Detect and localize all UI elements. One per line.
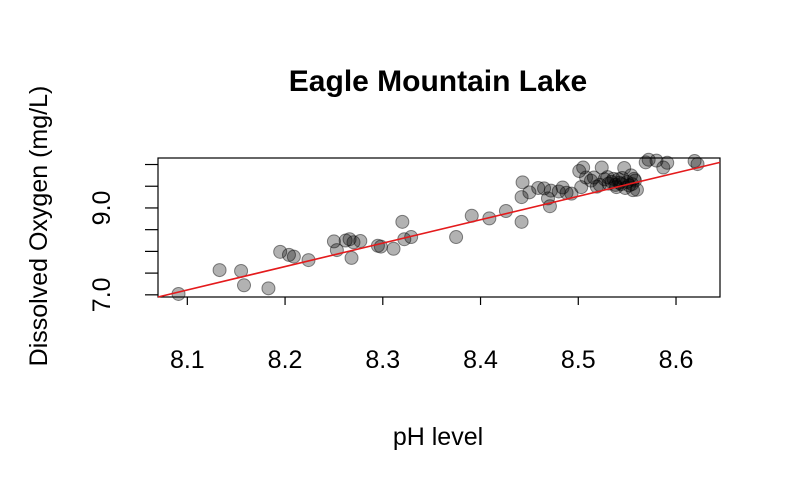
regression-line — [157, 161, 721, 298]
data-point — [660, 155, 675, 170]
data-point — [572, 164, 587, 179]
x-tick-label: 8.3 — [365, 346, 400, 374]
data-point — [583, 173, 598, 188]
data-point — [346, 235, 361, 250]
data-point — [531, 180, 546, 195]
data-point — [326, 234, 341, 249]
data-point — [606, 171, 621, 186]
y-tick-label: 9.0 — [88, 191, 116, 226]
data-point — [273, 244, 288, 259]
data-point — [624, 168, 639, 183]
x-tick-label: 8.4 — [463, 346, 498, 374]
data-point — [611, 172, 626, 187]
data-point — [353, 233, 368, 248]
y-axis: 7.0 9.0 — [88, 163, 158, 312]
data-point — [498, 203, 513, 218]
data-point — [641, 152, 656, 167]
y-tick-label: 7.0 — [88, 277, 116, 312]
data-point — [281, 247, 296, 262]
data-point — [395, 214, 410, 229]
data-point — [589, 179, 604, 194]
y-axis-label: Dissolved Oxygen (mg/L) — [25, 86, 53, 367]
data-point — [386, 241, 401, 256]
data-point — [449, 230, 464, 245]
data-point — [261, 281, 276, 296]
data-point — [615, 170, 630, 185]
data-point — [649, 153, 664, 168]
data-points — [171, 152, 705, 301]
data-point — [576, 160, 591, 175]
data-point — [338, 233, 353, 248]
data-point — [600, 170, 615, 185]
data-point — [687, 154, 702, 169]
data-point — [617, 160, 632, 175]
data-point — [540, 191, 555, 206]
data-point — [286, 249, 301, 264]
x-axis: 8.1 8.2 8.3 8.4 8.5 8.6 — [170, 297, 693, 374]
data-point — [543, 183, 558, 198]
data-point — [537, 181, 552, 196]
data-point — [342, 232, 357, 247]
x-tick-label: 8.6 — [659, 346, 694, 374]
data-point — [597, 172, 612, 187]
data-point — [515, 175, 530, 190]
data-point — [555, 180, 570, 195]
data-point — [344, 250, 359, 265]
data-point — [638, 155, 653, 170]
data-point — [656, 160, 671, 175]
x-tick-label: 8.5 — [561, 346, 596, 374]
data-point — [579, 170, 594, 185]
data-point — [594, 160, 609, 175]
data-point — [601, 176, 616, 191]
data-point — [574, 180, 589, 195]
chart-title: Eagle Mountain Lake — [289, 65, 587, 98]
plot-border — [157, 157, 721, 298]
data-point — [629, 182, 644, 197]
x-tick-label: 8.2 — [268, 346, 303, 374]
data-point — [514, 214, 529, 229]
data-point — [212, 263, 227, 278]
data-point — [514, 190, 529, 205]
data-point — [586, 170, 601, 185]
data-point — [237, 278, 252, 293]
x-tick-label: 8.1 — [170, 346, 205, 374]
data-point — [522, 185, 537, 200]
x-axis-label: pH level — [393, 423, 483, 451]
data-point — [551, 184, 566, 199]
